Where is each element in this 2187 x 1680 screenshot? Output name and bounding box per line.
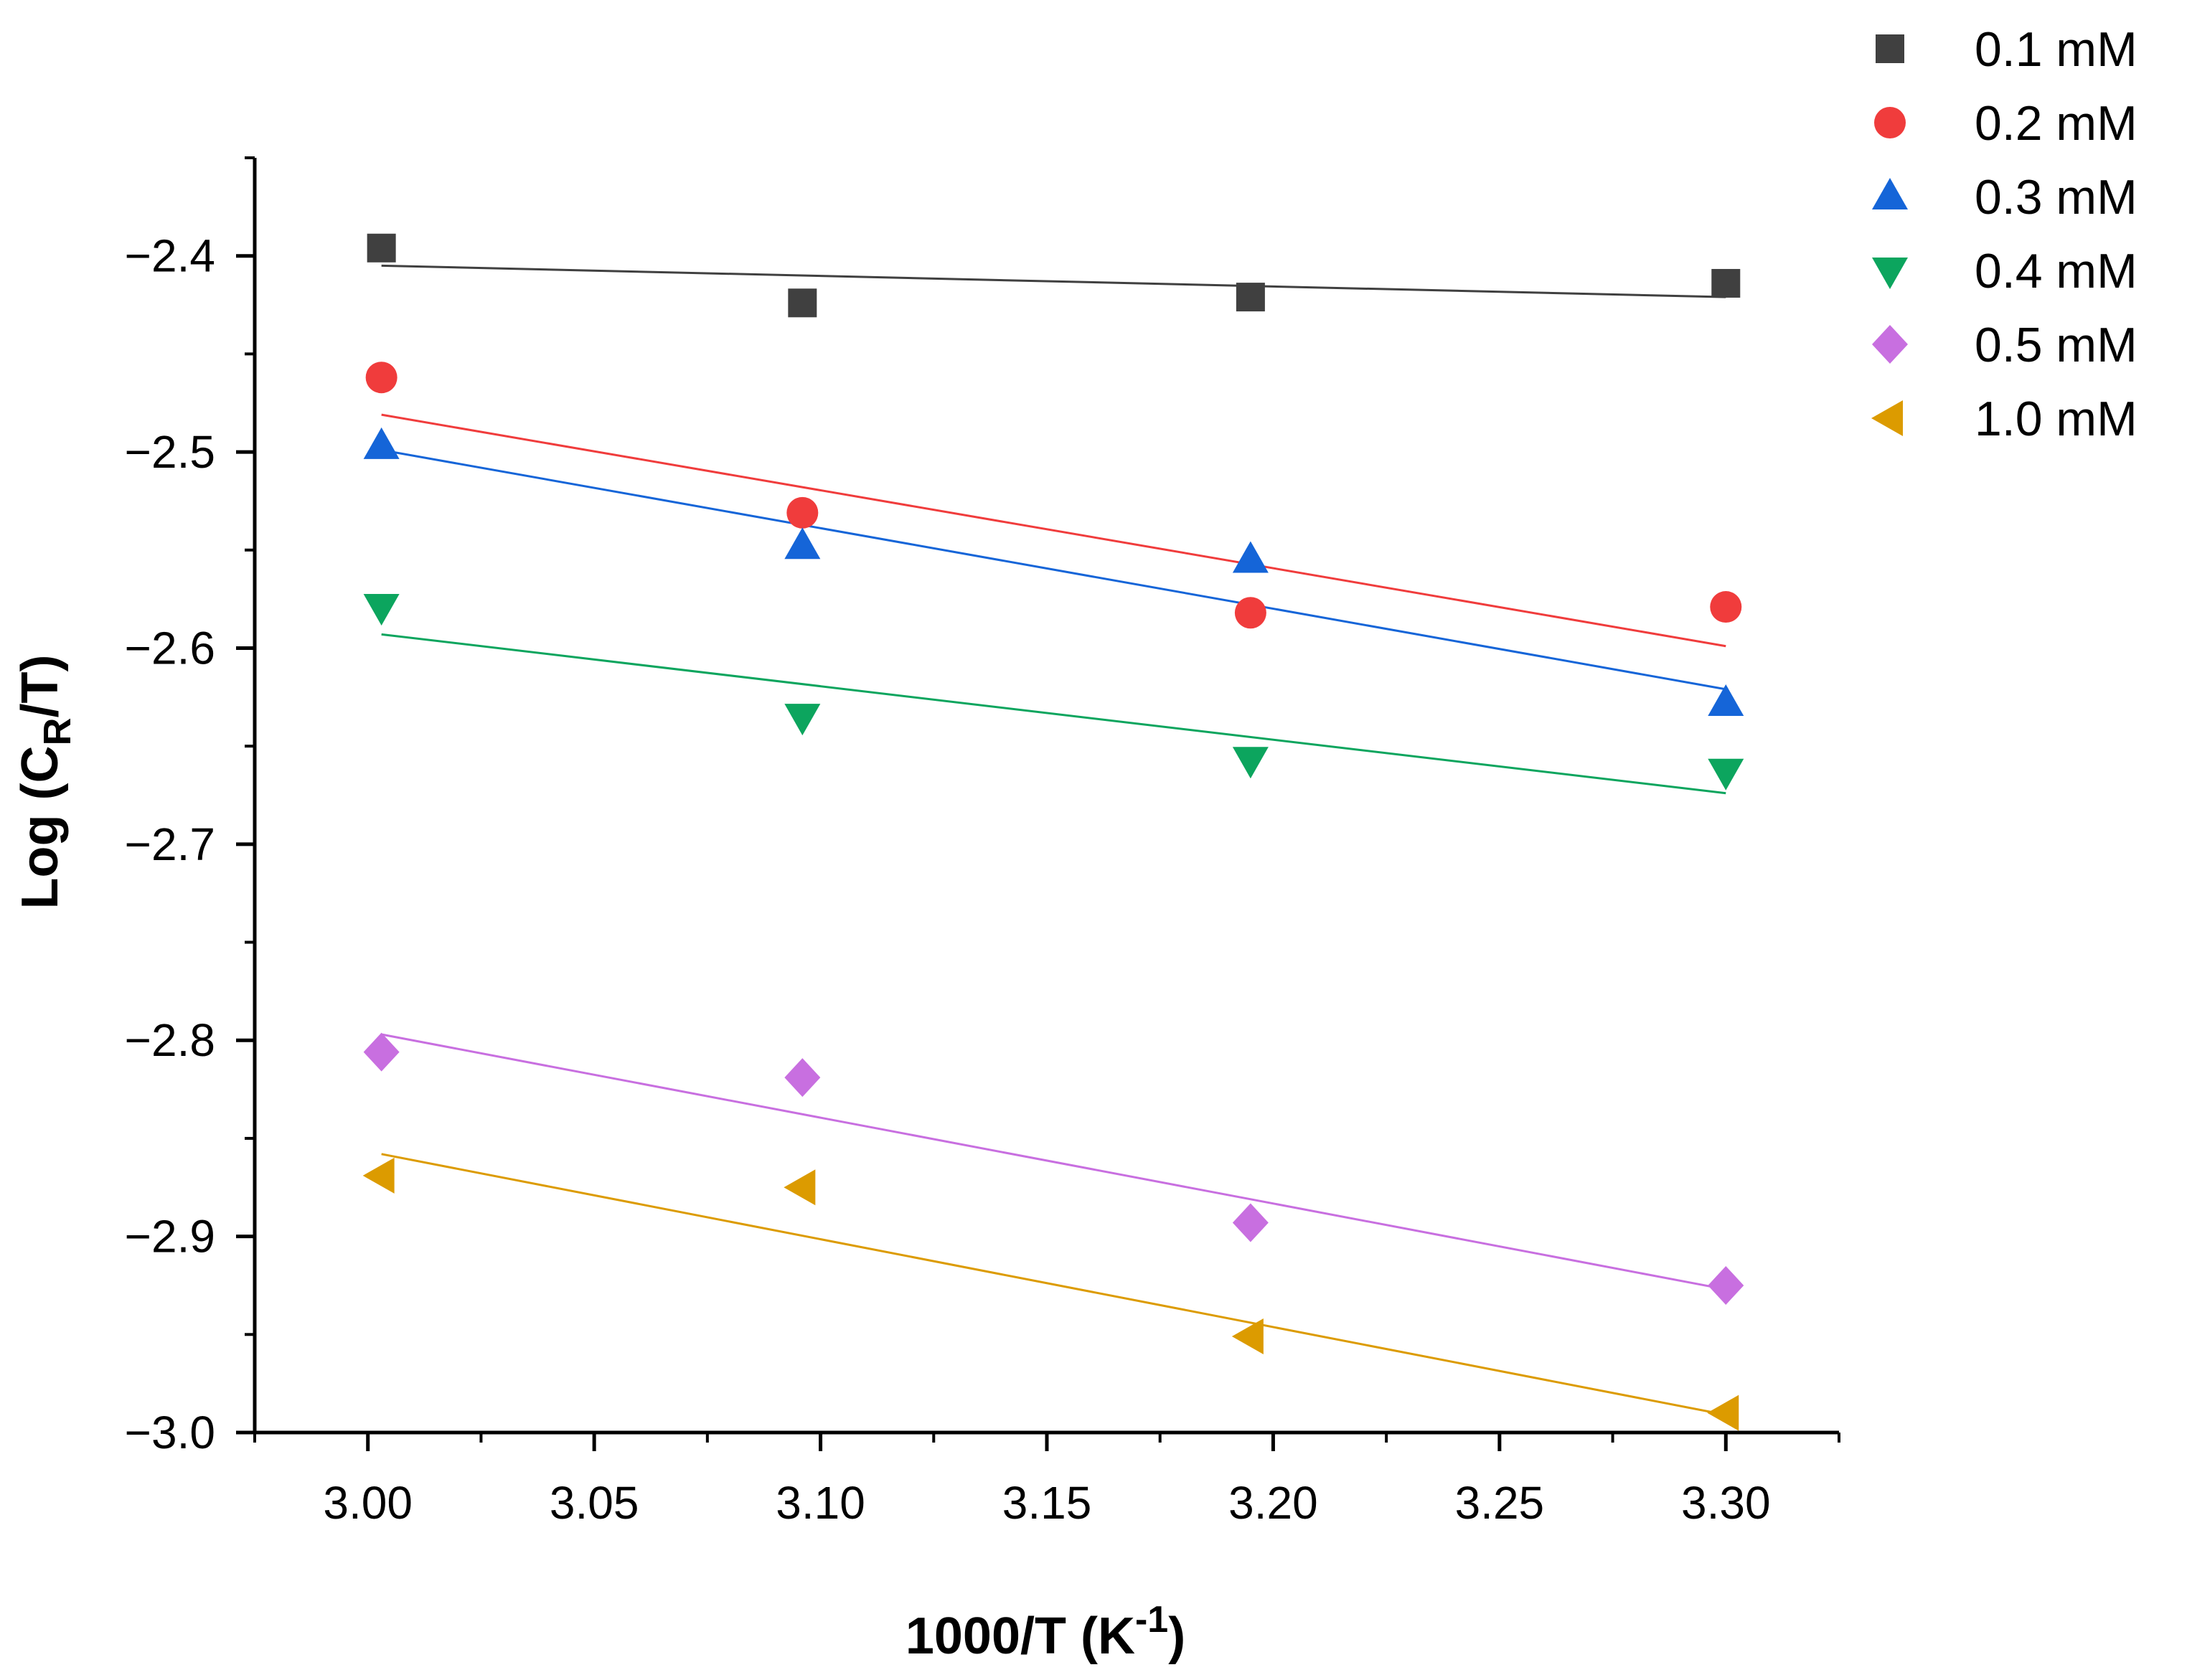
y-tick-label: −2.9 — [125, 1211, 215, 1263]
data-point-0.2-mM — [365, 362, 398, 394]
markers — [362, 233, 1744, 1431]
fit-line-0.3-mM — [381, 448, 1726, 691]
legend-label: 1.0 mM — [1975, 392, 2137, 446]
y-tick-label: −2.5 — [125, 426, 215, 478]
data-point-0.3-mM — [1708, 684, 1744, 717]
data-point-1.0-mM — [1231, 1318, 1264, 1355]
legend-marker-0.5-mM — [1872, 325, 1908, 364]
axes: 3.00 3.05 3.10 3.15 3.20 3.25 3.30 −2.4 −2.5 −2.6… — [125, 156, 1840, 1529]
legend-label: 0.3 mM — [1975, 170, 2137, 225]
data-point-0.2-mM — [1710, 591, 1742, 623]
data-point-1.0-mM — [1707, 1395, 1739, 1431]
legend-marker-0.4-mM — [1872, 258, 1908, 289]
legend-marker-0.2-mM — [1874, 107, 1906, 138]
y-tick-label: −2.4 — [125, 230, 215, 282]
legend-marker-0.3-mM — [1872, 178, 1908, 209]
x-tick-label: 3.30 — [1681, 1477, 1771, 1529]
data-point-0.1-mM — [788, 288, 817, 318]
legend-marker-1.0-mM — [1871, 400, 1903, 436]
y-tick-label: −3.0 — [125, 1407, 215, 1458]
x-tick-label: 3.15 — [1002, 1477, 1092, 1529]
data-point-0.5-mM — [1708, 1265, 1744, 1305]
fit-line-0.4-mM — [381, 633, 1726, 795]
x-tick-label: 3.25 — [1455, 1477, 1545, 1529]
data-point-0.1-mM — [1236, 283, 1265, 312]
legend: 0.1 mM 0.2 mM 0.3 mM 0.4 mM 0.5 mM 1.0 mM — [1871, 22, 2137, 446]
data-point-0.4-mM — [784, 704, 821, 736]
data-point-0.5-mM — [784, 1058, 821, 1098]
x-tick-label: 3.05 — [550, 1477, 639, 1529]
fit-line-0.5-mM — [381, 1033, 1726, 1290]
x-tick-label: 3.00 — [323, 1477, 413, 1529]
legend-label: 0.2 mM — [1975, 96, 2137, 151]
data-point-0.1-mM — [1711, 268, 1741, 298]
data-point-1.0-mM — [362, 1157, 395, 1194]
legend-label: 0.4 mM — [1975, 244, 2137, 298]
data-point-0.4-mM — [363, 594, 400, 626]
x-tick-label: 3.10 — [776, 1477, 865, 1529]
y-tick-label: −2.6 — [125, 622, 215, 674]
legend-label: 0.1 mM — [1975, 22, 2137, 77]
data-point-0.5-mM — [1232, 1203, 1269, 1242]
data-point-0.3-mM — [784, 527, 821, 560]
y-axis-title: Log (CR/T) — [11, 655, 79, 910]
data-point-0.3-mM — [363, 427, 400, 459]
data-point-0.4-mM — [1232, 747, 1269, 779]
y-tick-label: −2.7 — [125, 818, 215, 870]
data-point-0.5-mM — [363, 1032, 400, 1072]
data-point-1.0-mM — [784, 1169, 816, 1206]
data-point-0.4-mM — [1708, 758, 1744, 791]
y-tick-label: −2.8 — [125, 1014, 215, 1066]
x-tick-label: 3.20 — [1228, 1477, 1318, 1529]
fit-line-0.2-mM — [381, 413, 1726, 648]
data-point-0.2-mM — [786, 496, 819, 529]
legend-marker-0.1-mM — [1876, 34, 1904, 63]
data-point-0.1-mM — [367, 233, 396, 263]
x-axis-title: 1000/T (K-1) — [906, 1599, 1185, 1665]
legend-label: 0.5 mM — [1975, 318, 2137, 372]
data-point-0.3-mM — [1232, 541, 1269, 573]
fit-line-0.1-mM — [381, 264, 1726, 298]
fit-line-1.0-mM — [381, 1153, 1726, 1416]
data-point-0.2-mM — [1234, 597, 1266, 629]
fit-lines — [381, 264, 1726, 1416]
